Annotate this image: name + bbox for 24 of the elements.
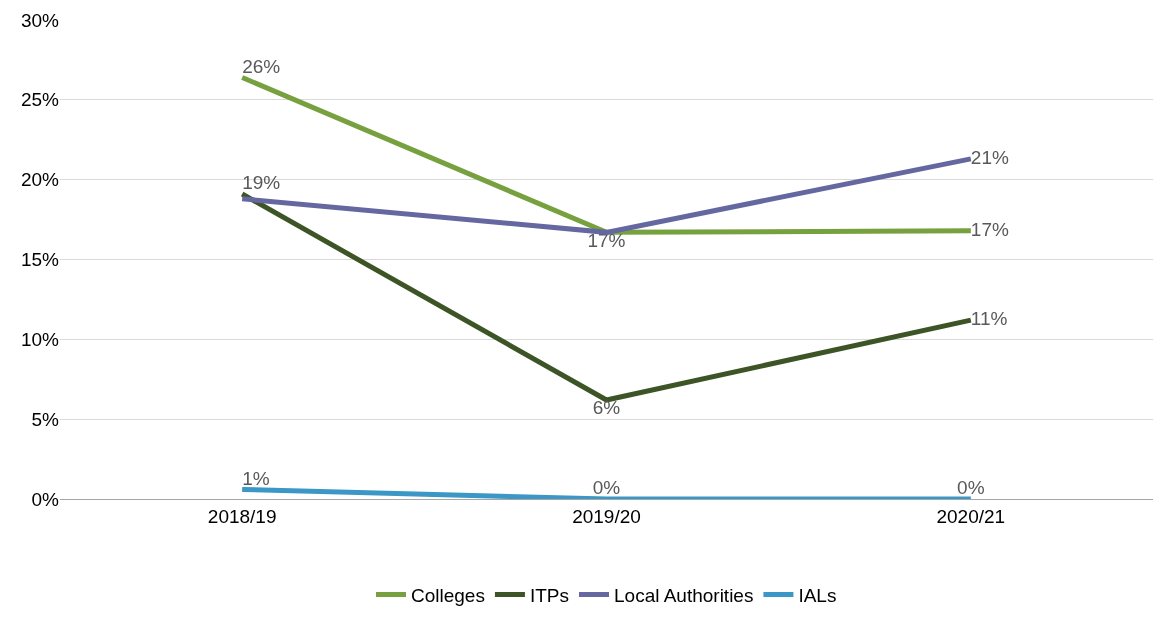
- y-tick-label: 10%: [20, 328, 60, 350]
- legend-label: Local Authorities: [614, 584, 754, 606]
- x-tick-label: 2020/21: [936, 505, 1006, 527]
- data-label: 26%: [242, 55, 281, 77]
- data-label: 6%: [592, 397, 621, 419]
- data-label: 1%: [242, 467, 270, 489]
- y-tick-label: 15%: [20, 249, 60, 271]
- y-tick-label: 30%: [20, 9, 60, 31]
- legend-label: ITPs: [529, 584, 569, 606]
- data-label: 19%: [242, 172, 281, 194]
- y-tick-label: 20%: [20, 169, 60, 191]
- legend-label: IALs: [798, 584, 837, 606]
- x-tick-label: 2019/20: [572, 505, 641, 527]
- legend-label: Colleges: [411, 584, 485, 606]
- data-label: 21%: [970, 146, 1009, 168]
- y-tick-label: 5%: [31, 408, 60, 430]
- x-tick-label: 2018/19: [207, 505, 277, 527]
- y-tick-label: 25%: [20, 89, 60, 111]
- data-label: 17%: [970, 218, 1009, 240]
- data-label: 17%: [587, 229, 626, 251]
- data-label: 11%: [970, 307, 1008, 329]
- y-tick-label: 0%: [31, 488, 60, 510]
- data-label: 0%: [592, 477, 621, 499]
- data-label: 0%: [957, 477, 985, 499]
